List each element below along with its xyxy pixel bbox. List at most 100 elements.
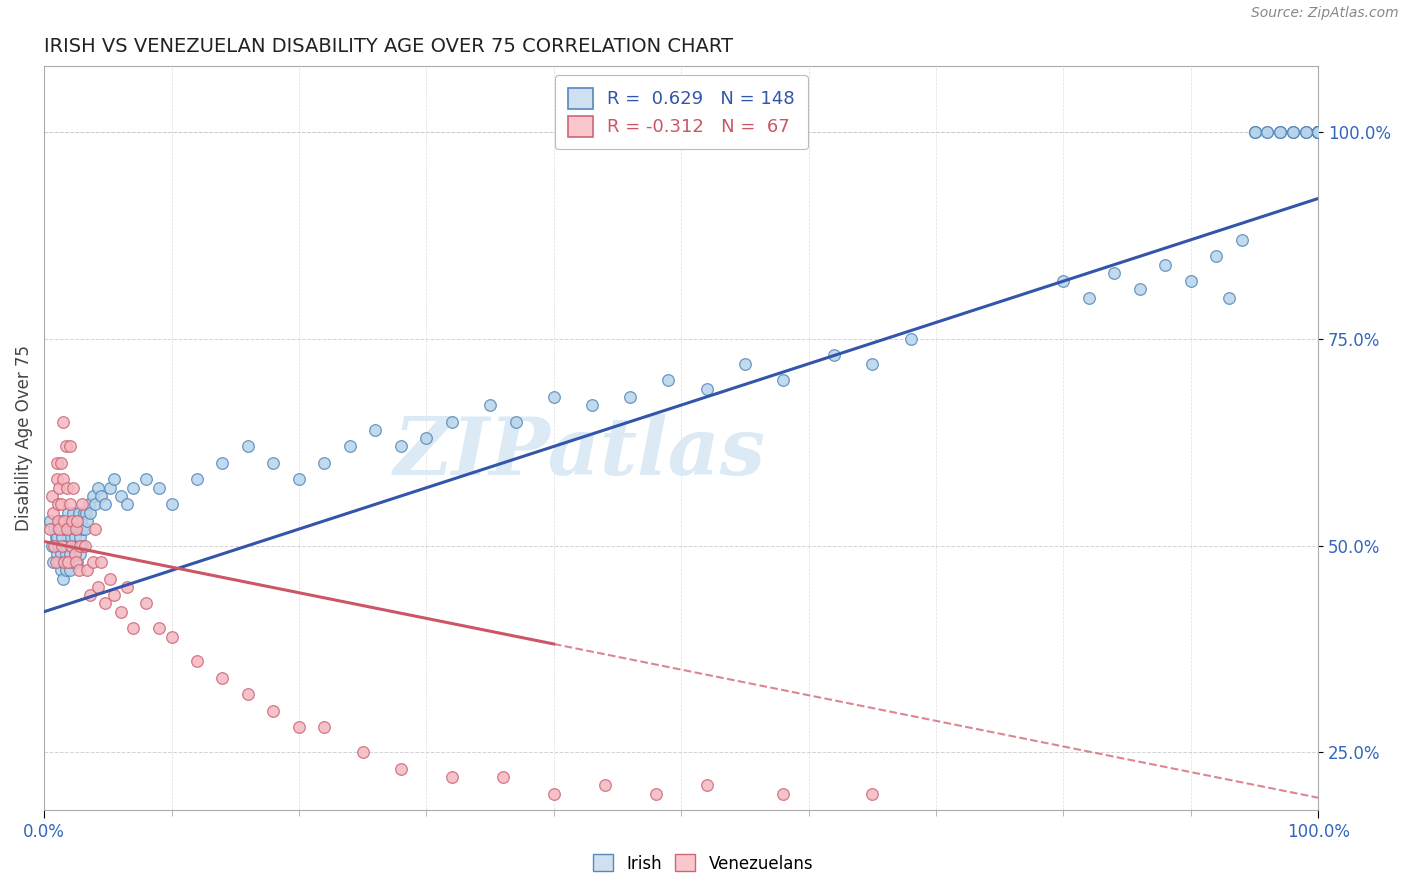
Point [98, 572, 121, 586]
Point [186, 473, 208, 487]
Point [1308, 125, 1330, 139]
Point [48, 522, 70, 536]
Point [60, 539, 83, 553]
Point [1308, 125, 1330, 139]
Point [73, 539, 96, 553]
Point [1268, 125, 1291, 139]
Point [52, 415, 75, 429]
Point [69, 530, 91, 544]
Point [1308, 125, 1330, 139]
Point [72, 539, 94, 553]
Point [60, 555, 83, 569]
Point [1308, 125, 1330, 139]
Point [66, 539, 89, 553]
Point [49, 497, 72, 511]
Point [1052, 274, 1074, 288]
Point [55, 439, 77, 453]
Point [52, 555, 75, 569]
Point [1308, 125, 1330, 139]
Point [860, 787, 883, 801]
Point [46, 497, 69, 511]
Point [1308, 125, 1330, 139]
Point [1268, 125, 1291, 139]
Point [67, 522, 90, 536]
Point [67, 563, 90, 577]
Point [1308, 125, 1330, 139]
Point [73, 522, 96, 536]
Point [1308, 125, 1330, 139]
Point [1104, 266, 1126, 280]
Point [1243, 125, 1265, 139]
Point [82, 555, 104, 569]
Legend: Irish, Venezuelans: Irish, Venezuelans [586, 847, 820, 880]
Point [60, 514, 83, 528]
Point [69, 547, 91, 561]
Point [72, 497, 94, 511]
Point [45, 456, 67, 470]
Point [1180, 274, 1202, 288]
Point [46, 514, 69, 528]
Point [86, 580, 108, 594]
Point [1308, 125, 1330, 139]
Point [1308, 125, 1330, 139]
Y-axis label: Disability Age Over 75: Disability Age Over 75 [15, 345, 32, 531]
Point [90, 489, 112, 503]
Point [56, 539, 79, 553]
Point [415, 431, 437, 445]
Point [53, 555, 76, 569]
Point [55, 547, 77, 561]
Point [314, 721, 336, 735]
Point [94, 497, 117, 511]
Point [84, 497, 107, 511]
Point [45, 473, 67, 487]
Point [1308, 125, 1330, 139]
Point [644, 787, 666, 801]
Point [1308, 125, 1330, 139]
Point [1230, 233, 1253, 247]
Point [288, 721, 311, 735]
Point [65, 522, 87, 536]
Point [823, 349, 845, 363]
Point [696, 382, 718, 396]
Point [62, 481, 84, 495]
Point [45, 547, 67, 561]
Point [63, 547, 86, 561]
Point [86, 481, 108, 495]
Point [696, 778, 718, 792]
Point [543, 390, 565, 404]
Point [211, 671, 233, 685]
Point [1077, 291, 1099, 305]
Point [58, 563, 80, 577]
Point [1243, 125, 1265, 139]
Point [48, 555, 70, 569]
Point [66, 514, 89, 528]
Point [122, 621, 145, 635]
Point [58, 439, 80, 453]
Point [65, 539, 87, 553]
Point [41, 539, 63, 553]
Point [1281, 125, 1303, 139]
Point [69, 539, 91, 553]
Point [39, 522, 62, 536]
Point [44, 539, 66, 553]
Point [65, 555, 87, 569]
Point [53, 514, 76, 528]
Point [389, 439, 412, 453]
Point [1281, 125, 1303, 139]
Point [364, 423, 387, 437]
Point [90, 555, 112, 569]
Point [84, 522, 107, 536]
Point [45, 530, 67, 544]
Point [46, 522, 69, 536]
Point [46, 539, 69, 553]
Point [66, 555, 89, 569]
Point [160, 497, 183, 511]
Point [1295, 125, 1317, 139]
Point [110, 489, 132, 503]
Point [115, 497, 138, 511]
Point [772, 787, 794, 801]
Point [63, 547, 86, 561]
Point [1256, 125, 1278, 139]
Point [52, 572, 75, 586]
Point [1268, 125, 1291, 139]
